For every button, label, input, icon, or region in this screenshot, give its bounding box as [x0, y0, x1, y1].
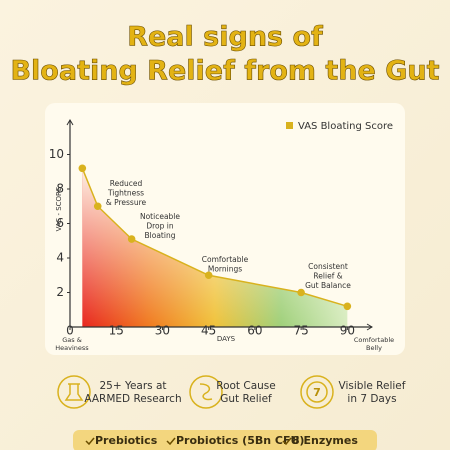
- point: [78, 164, 87, 173]
- x-tick-label: 90: [340, 324, 355, 338]
- x-end-label: Comfortable Belly: [354, 336, 394, 352]
- ingredient: Prebiotics: [95, 434, 158, 447]
- title-line: Real signs of: [127, 22, 323, 53]
- feature-text: Gut Relief: [220, 393, 272, 405]
- x-arrow: [366, 323, 373, 331]
- annotation: Mornings: [208, 265, 242, 274]
- ingredients: Prebiotics Probiotics (5Bn CFU)8 Enzymes: [85, 434, 358, 447]
- annotation: Noticeable: [140, 212, 180, 221]
- research-icon: [57, 375, 91, 409]
- legend-swatch: [286, 122, 293, 129]
- title: Real signs of Bloating Relief from the G…: [10, 21, 440, 87]
- feature-text: 25+ Years at: [99, 380, 166, 392]
- y-tick-label: 8: [56, 182, 64, 196]
- feature-text: Root Cause: [216, 380, 275, 392]
- x-start-label: Gas & Heaviness: [55, 336, 89, 352]
- x-tick-label: 75: [293, 324, 308, 338]
- point: [204, 271, 213, 280]
- check: [166, 437, 176, 446]
- ingredient-bar: [73, 430, 377, 450]
- feature-text: Visible Relief: [339, 380, 406, 392]
- gut-icon: [189, 375, 223, 409]
- y-axis-label: VAS - SCORE: [55, 187, 63, 232]
- clock-mark: 7: [313, 386, 321, 399]
- y-tick-label: 10: [49, 147, 64, 161]
- flask: [64, 383, 84, 401]
- annotation: Gut Balance: [305, 281, 351, 290]
- point: [343, 302, 352, 311]
- point: [297, 288, 305, 297]
- x-axis-label: DAYS: [217, 335, 236, 343]
- title-line: Bloating Relief from the Gut: [10, 56, 439, 87]
- x-tick-label: 45: [201, 324, 216, 338]
- y-tick-label: 4: [56, 251, 64, 265]
- x-tick-label: 0: [66, 324, 74, 338]
- x-tick-label: 15: [109, 324, 124, 338]
- line: [81, 168, 348, 308]
- clock-icon: [300, 375, 334, 409]
- annotation: Reduced: [110, 179, 143, 188]
- clock-face: [306, 381, 328, 403]
- feature-text: in 7 Days: [347, 393, 396, 405]
- y-tick-label: 6: [56, 216, 64, 230]
- legend-label: VAS Bloating Score: [298, 121, 393, 132]
- x-tick-label: 30: [155, 324, 170, 338]
- check: [282, 437, 292, 446]
- annotation: Comfortable: [202, 255, 249, 264]
- annotation: & Pressure: [106, 198, 147, 207]
- ingredient: Probiotics (5Bn CFU): [176, 434, 304, 447]
- check: [85, 437, 95, 446]
- point: [93, 202, 102, 211]
- ingredient: 8 Enzymes: [292, 434, 358, 447]
- annotation: Drop in: [146, 222, 174, 231]
- point: [127, 235, 136, 243]
- feature-text: AARMED Research: [84, 393, 181, 405]
- y-arrow: [66, 119, 74, 126]
- area-fade: [82, 168, 348, 327]
- annotation: Relief &: [313, 272, 342, 281]
- annotation: Consistent: [308, 262, 348, 271]
- x-tick-label: 60: [247, 324, 262, 338]
- y-tick-label: 2: [56, 285, 64, 299]
- chart: 2 4 6 8 10 0 15 30 45 60 75 90 DAYS VAS - SCORE Gas & H…: [49, 119, 394, 352]
- gut: [199, 383, 213, 401]
- annotation: Tightness: [107, 189, 144, 198]
- annotation: Bloating: [145, 231, 176, 240]
